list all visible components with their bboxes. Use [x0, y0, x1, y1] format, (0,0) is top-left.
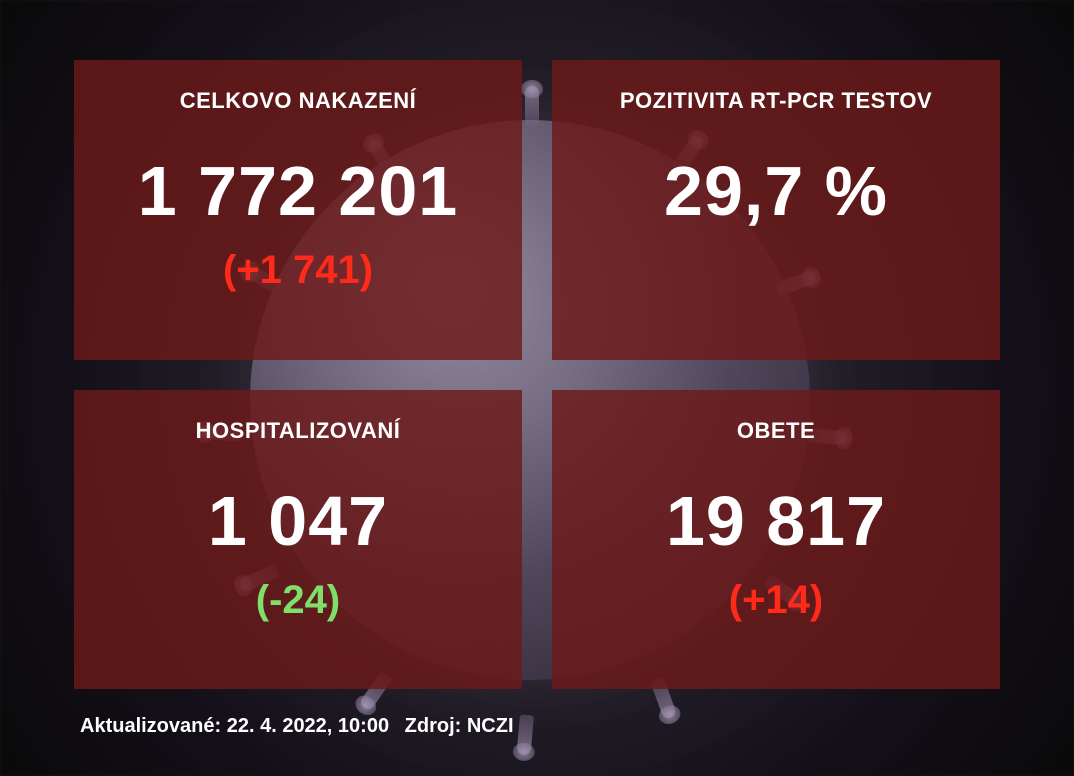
card-hospitalized-label: HOSPITALIZOVANÍ: [196, 418, 401, 444]
card-infected: CELKOVO NAKAZENÍ 1 772 201 (+1 741): [74, 60, 522, 360]
card-positivity: POZITIVITA RT-PCR TESTOV 29,7 %: [552, 60, 1000, 360]
updated-label: Aktualizované:: [80, 715, 221, 737]
card-deaths-delta: (+14): [729, 580, 824, 620]
card-infected-delta: (+1 741): [223, 250, 373, 290]
footer-meta: Aktualizované: 22. 4. 2022, 10:00 Zdroj:…: [80, 715, 1000, 738]
card-infected-label: CELKOVO NAKAZENÍ: [180, 88, 417, 114]
card-hospitalized: HOSPITALIZOVANÍ 1 047 (-24): [74, 390, 522, 690]
card-deaths-label: OBETE: [737, 418, 815, 444]
stats-grid: CELKOVO NAKAZENÍ 1 772 201 (+1 741) POZI…: [74, 60, 1000, 689]
card-infected-value: 1 772 201: [138, 156, 458, 226]
card-positivity-value: 29,7 %: [664, 156, 888, 226]
card-hospitalized-delta: (-24): [256, 580, 340, 620]
card-deaths-value: 19 817: [666, 486, 886, 556]
source-label: Zdroj:: [405, 715, 462, 737]
source-value: NCZI: [467, 715, 514, 737]
card-deaths: OBETE 19 817 (+14): [552, 390, 1000, 690]
card-positivity-label: POZITIVITA RT-PCR TESTOV: [620, 88, 932, 114]
card-hospitalized-value: 1 047: [208, 486, 388, 556]
updated-value: 22. 4. 2022, 10:00: [227, 715, 389, 737]
dashboard-content: CELKOVO NAKAZENÍ 1 772 201 (+1 741) POZI…: [0, 0, 1074, 776]
